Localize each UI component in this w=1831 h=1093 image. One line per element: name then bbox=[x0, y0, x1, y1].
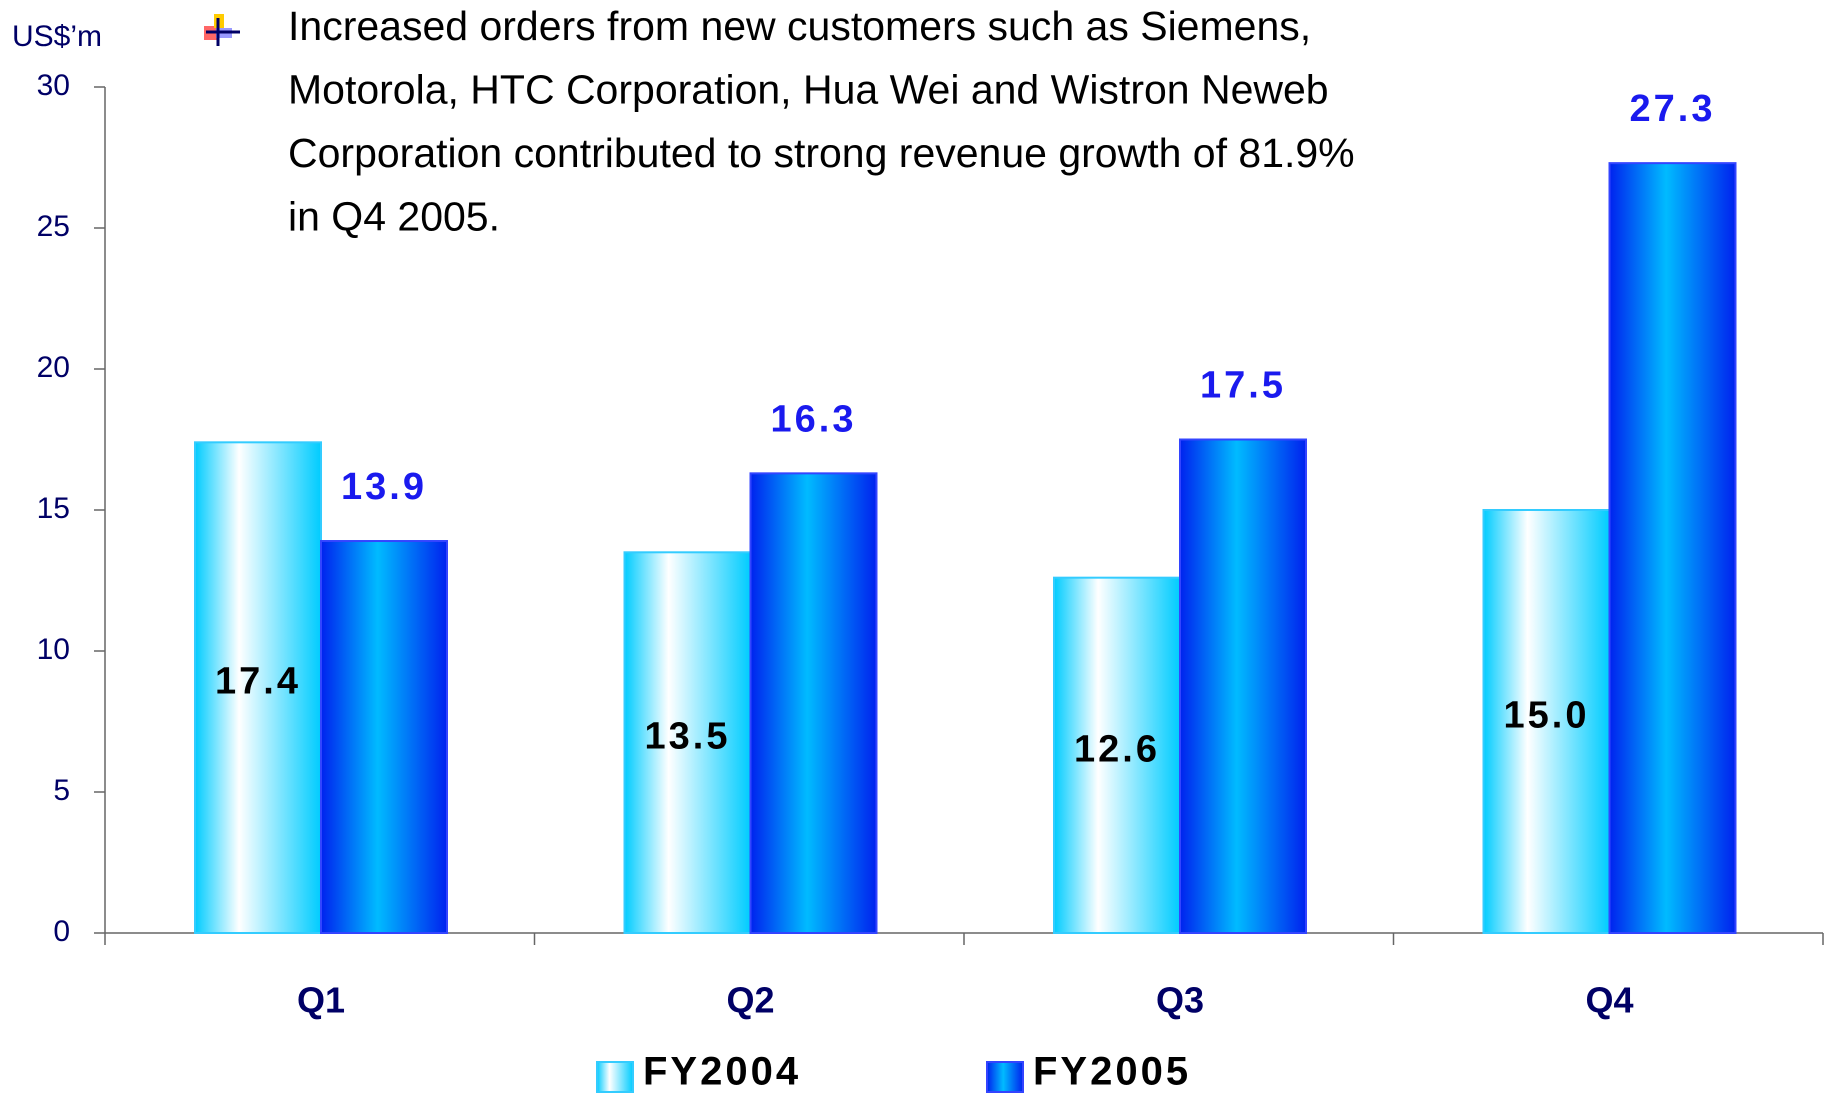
annotation-line: Motorola, HTC Corporation, Hua Wei and W… bbox=[288, 66, 1329, 112]
unit-label: US$’m bbox=[12, 20, 102, 53]
y-tick-label: 25 bbox=[37, 210, 70, 243]
annotation-line: Corporation contributed to strong revenu… bbox=[288, 130, 1355, 176]
data-label: 27.3 bbox=[1630, 88, 1716, 130]
y-tick-label: 5 bbox=[53, 774, 70, 807]
y-tick-label: 10 bbox=[37, 633, 70, 666]
data-label: 16.3 bbox=[771, 398, 857, 440]
bar bbox=[1608, 162, 1737, 934]
x-tick-label: Q4 bbox=[1585, 980, 1633, 1021]
bar bbox=[623, 551, 752, 934]
legend-label: FY2004 bbox=[643, 1050, 801, 1093]
bar bbox=[1179, 438, 1307, 934]
bar bbox=[749, 472, 878, 934]
bar bbox=[1482, 509, 1611, 934]
y-tick-label: 20 bbox=[37, 351, 70, 384]
annotation-line: in Q4 2005. bbox=[288, 193, 500, 239]
bar bbox=[320, 540, 448, 935]
legend-label: FY2005 bbox=[1033, 1050, 1191, 1093]
y-tick-label: 0 bbox=[53, 915, 70, 948]
data-label: 17.5 bbox=[1200, 365, 1286, 407]
data-label: 17.4 bbox=[215, 661, 301, 703]
bullet-icon bbox=[204, 14, 240, 46]
data-label: 15.0 bbox=[1504, 695, 1590, 737]
y-tick-label: 15 bbox=[37, 492, 70, 525]
legend-swatch bbox=[986, 1061, 1024, 1093]
data-label: 12.6 bbox=[1074, 728, 1160, 770]
legend-swatch bbox=[596, 1061, 634, 1093]
y-tick-label: 30 bbox=[37, 69, 70, 102]
data-label: 13.9 bbox=[341, 466, 427, 508]
x-tick-label: Q3 bbox=[1156, 980, 1204, 1021]
data-label: 13.5 bbox=[645, 716, 731, 758]
x-tick-label: Q1 bbox=[297, 980, 345, 1021]
annotation-line: Increased orders from new customers such… bbox=[288, 3, 1311, 49]
x-tick-label: Q2 bbox=[726, 980, 774, 1021]
